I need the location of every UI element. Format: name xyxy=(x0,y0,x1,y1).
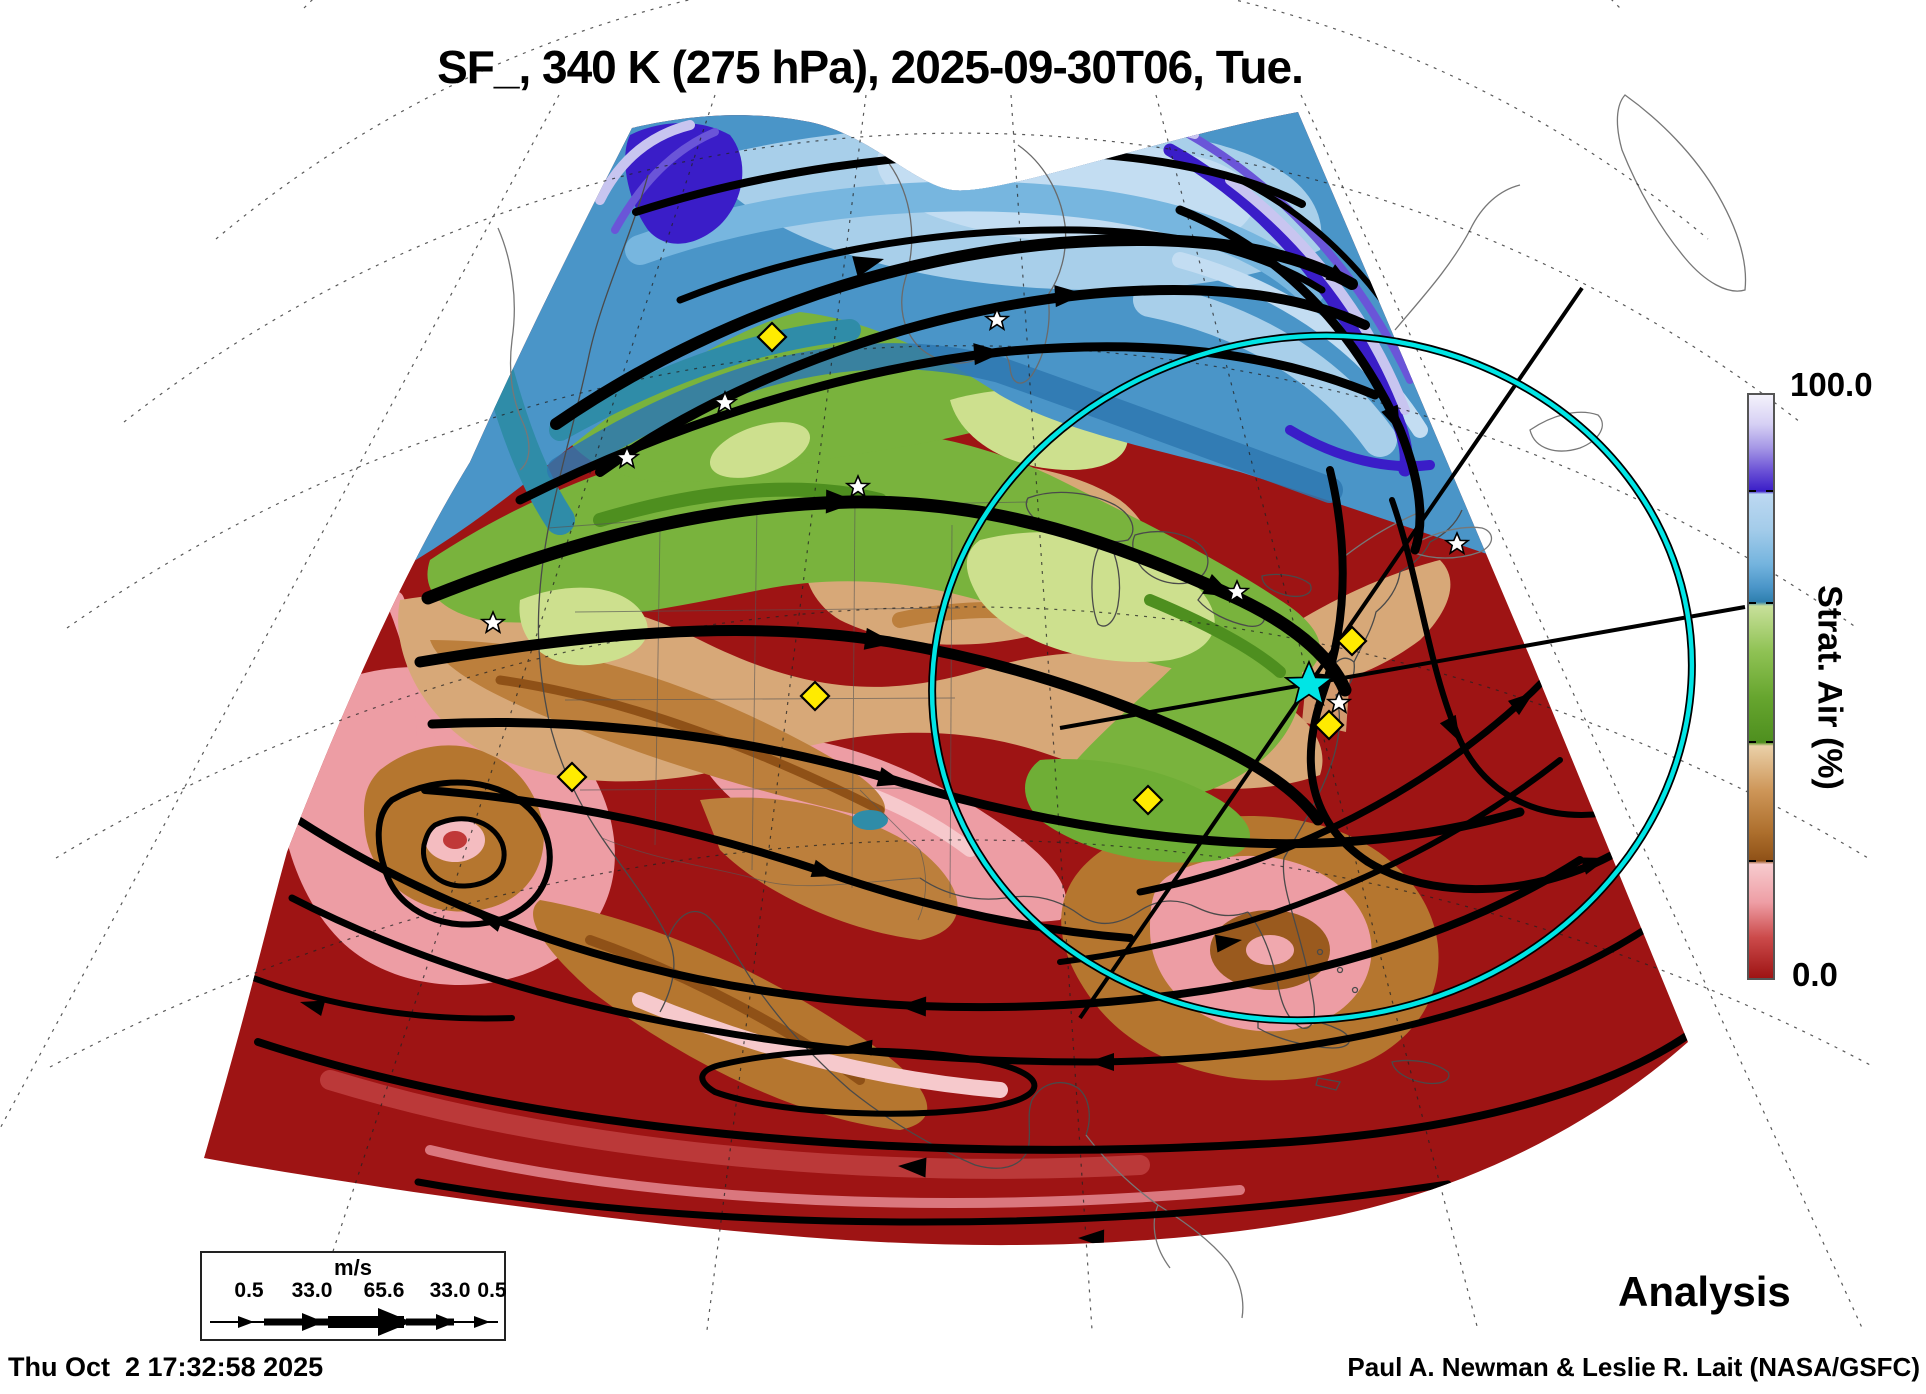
wind-value: 0.5 xyxy=(477,1279,507,1302)
colorbar-tick xyxy=(1766,490,1773,493)
white-star-marker xyxy=(844,473,872,499)
colorbar-axis-label: Strat. Air (%) xyxy=(1810,585,1849,790)
yellow-diamond-marker xyxy=(556,761,588,793)
wind-value: 0.5 xyxy=(234,1279,264,1302)
analysis-label: Analysis xyxy=(1618,1268,1791,1315)
colorbar-tick xyxy=(1749,601,1756,604)
wind-speed-values: 0.5 33.0 65.6 33.0 0.5 xyxy=(202,1279,507,1303)
white-star-marker xyxy=(1223,578,1251,604)
wind-unit-label: m/s xyxy=(334,1255,372,1280)
wind-value: 33.0 xyxy=(291,1279,333,1302)
white-star-marker xyxy=(983,306,1011,332)
station-markers xyxy=(479,306,1471,816)
timestamp: Thu Oct 2 17:32:58 2025 xyxy=(8,1352,324,1382)
yellow-diamond-marker xyxy=(756,321,788,353)
white-star-marker xyxy=(613,444,641,470)
colorbar-tick xyxy=(1749,860,1756,863)
wind-speed-legend: m/s 0.5 33.0 65.6 33.0 0.5 xyxy=(200,1251,507,1341)
cross-section-line-horizontal xyxy=(1059,605,1746,730)
colorbar-tick xyxy=(1749,490,1756,493)
yellow-diamond-marker xyxy=(799,680,831,712)
colorbar-tick xyxy=(1766,860,1773,863)
colorbar-tick xyxy=(1749,741,1756,744)
white-star-marker xyxy=(711,389,739,415)
white-star-marker xyxy=(1443,530,1471,556)
yellow-diamond-marker xyxy=(1336,625,1368,657)
yellow-diamond-marker xyxy=(1313,709,1345,741)
colorbar-min-label: 0.0 xyxy=(1792,956,1838,993)
credit: Paul A. Newman & Leslie R. Lait (NASA/GS… xyxy=(1347,1352,1920,1382)
white-star-marker xyxy=(479,609,507,635)
colorbar-max-label: 100.0 xyxy=(1790,366,1873,403)
colorbar xyxy=(1747,393,1775,980)
yellow-diamond-marker xyxy=(1132,784,1164,816)
cyan-star-marker xyxy=(1283,659,1335,707)
colorbar-tick xyxy=(1766,601,1773,604)
white-star-marker xyxy=(1325,689,1353,715)
cyan-range-circle xyxy=(928,331,1696,1025)
wind-arrow-scale-glyph xyxy=(210,1308,498,1336)
wind-value: 65.6 xyxy=(363,1279,405,1302)
coastlines xyxy=(497,94,1747,1319)
wind-value: 33.0 xyxy=(429,1279,471,1302)
colorbar-tick xyxy=(1766,741,1773,744)
page-title: SF_, 340 K (275 hPa), 2025-09-30T06, Tue… xyxy=(437,41,1304,93)
cross-section-line-diagonal xyxy=(1078,286,1584,1020)
